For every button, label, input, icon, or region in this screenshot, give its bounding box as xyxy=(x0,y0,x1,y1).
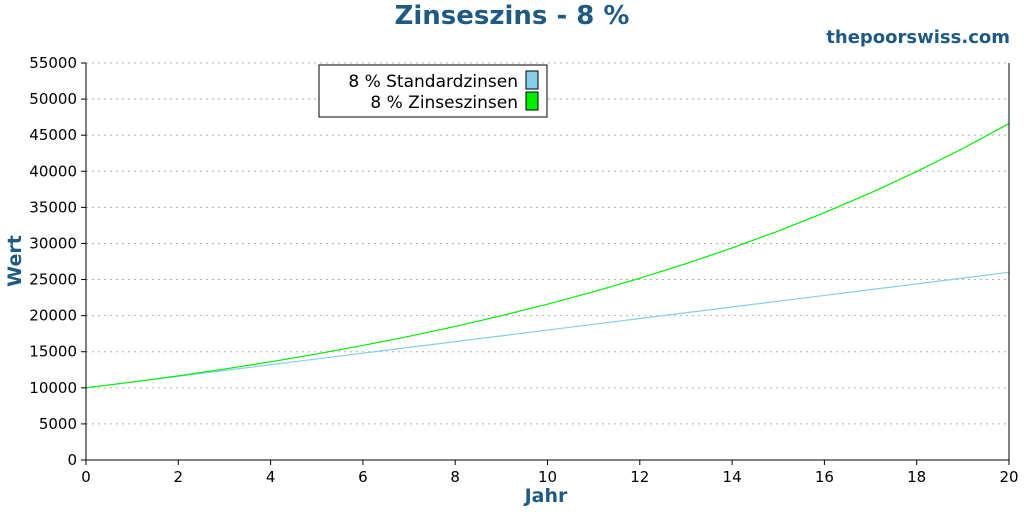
legend-label-simple: 8 % Standardzinsen xyxy=(348,72,518,92)
y-tick-label: 20000 xyxy=(29,307,77,325)
x-axis-title: Jahr xyxy=(523,485,568,507)
y-tick-label: 15000 xyxy=(29,343,77,361)
y-tick-label: 45000 xyxy=(29,126,77,144)
series-line-1 xyxy=(85,123,1010,389)
y-axis-title: Wert xyxy=(4,235,26,287)
x-tick-label: 20 xyxy=(999,468,1018,486)
legend-swatch-compound xyxy=(525,91,539,111)
y-tick-label: 35000 xyxy=(29,198,77,216)
x-tick-label: 16 xyxy=(815,468,834,486)
legend-swatch-simple xyxy=(525,70,539,90)
series-lines xyxy=(85,123,1010,389)
brand-label: thepoorswiss.com xyxy=(826,27,1010,48)
x-tick-label: 6 xyxy=(358,468,368,486)
x-tick-label: 10 xyxy=(538,468,557,486)
grid-lines xyxy=(86,62,1009,425)
x-tick-label: 12 xyxy=(630,468,649,486)
y-tick-label: 25000 xyxy=(29,271,77,289)
axes xyxy=(81,62,1010,465)
x-tick-labels: 0 2 4 6 8 10 12 14 16 18 20 xyxy=(81,468,1018,486)
y-tick-label: 0 xyxy=(67,451,77,469)
legend: 8 % Standardzinsen 8 % Zinseszinsen xyxy=(318,64,548,118)
y-tick-label: 5000 xyxy=(39,415,77,433)
series-line-0 xyxy=(85,271,1010,389)
x-tick-label: 4 xyxy=(266,468,276,486)
legend-label-compound: 8 % Zinseszinsen xyxy=(370,93,518,113)
x-tick-label: 2 xyxy=(174,468,184,486)
x-tick-label: 18 xyxy=(907,468,926,486)
legend-box xyxy=(318,64,548,118)
chart-title: Zinseszins - 8 % xyxy=(394,1,630,31)
y-tick-label: 10000 xyxy=(29,379,77,397)
y-tick-label: 30000 xyxy=(29,234,77,252)
x-tick-label: 8 xyxy=(450,468,460,486)
y-tick-label: 50000 xyxy=(29,90,77,108)
y-tick-labels: 0 5000 10000 15000 20000 25000 30000 35000 40000… xyxy=(29,54,77,469)
y-tick-label: 55000 xyxy=(29,54,77,72)
x-tick-label: 14 xyxy=(723,468,742,486)
y-tick-label: 40000 xyxy=(29,162,77,180)
x-tick-label: 0 xyxy=(81,468,91,486)
